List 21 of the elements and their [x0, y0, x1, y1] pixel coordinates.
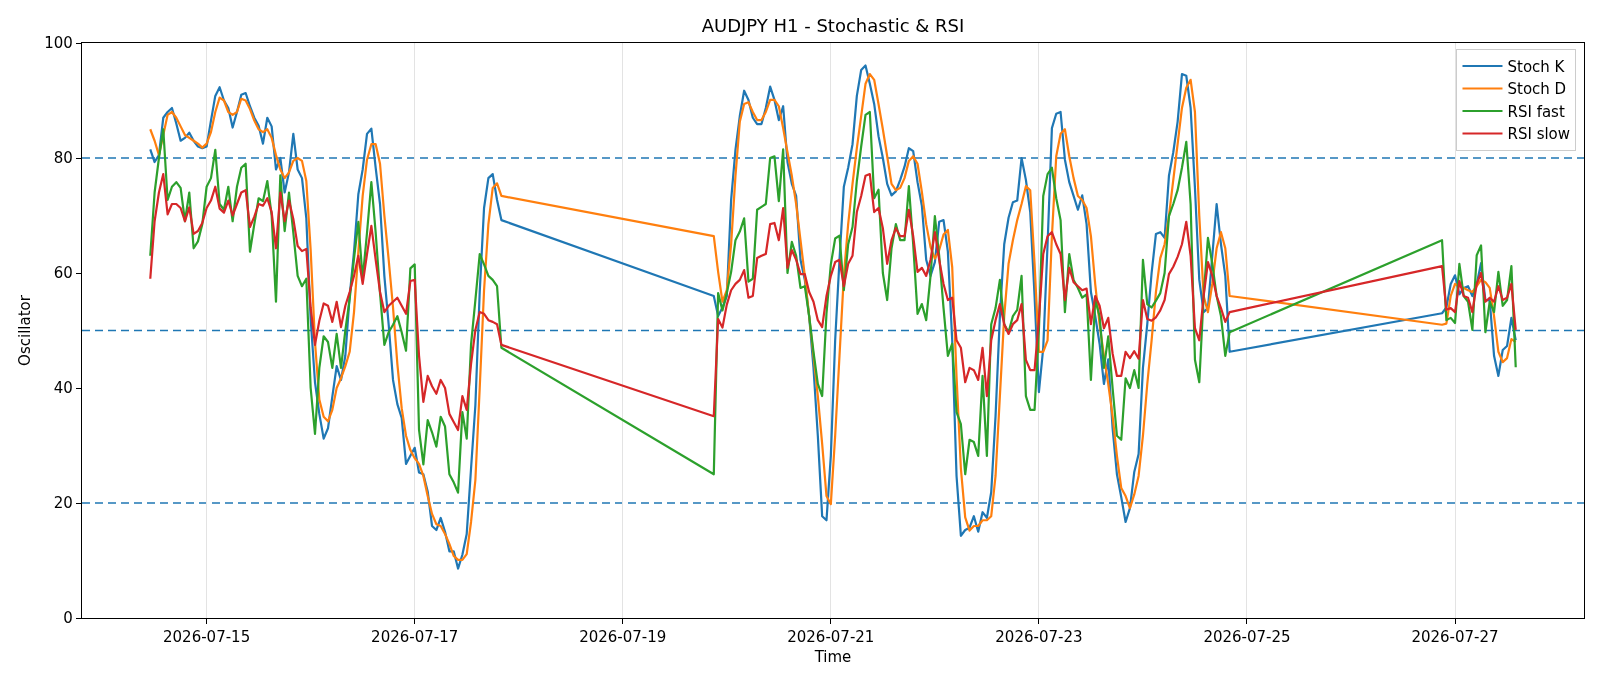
y-tick-label: 20 — [53, 494, 73, 513]
y-tick-label: 40 — [53, 379, 73, 398]
y-tick-label: 80 — [53, 149, 73, 168]
legend-label: RSI fast — [1507, 102, 1565, 121]
line-series — [149, 173, 1517, 432]
y-tick-label: 60 — [53, 264, 73, 283]
chart-title: AUDJPY H1 - Stochastic & RSI — [701, 15, 965, 37]
x-tick-label: 2026-07-25 — [1203, 628, 1291, 647]
y-tick-label: 100 — [44, 34, 73, 53]
x-tick-label: 2026-07-27 — [1411, 628, 1499, 647]
legend-label: Stoch D — [1507, 80, 1567, 99]
x-tick-label: 2026-07-21 — [787, 628, 875, 647]
x-tick-label: 2026-07-17 — [371, 628, 459, 647]
x-tick-label: 2026-07-19 — [579, 628, 667, 647]
y-axis-title: Oscillator — [15, 294, 34, 366]
legend-label: RSI slow — [1507, 125, 1571, 144]
x-tick-label: 2026-07-23 — [995, 628, 1083, 647]
x-tick-label: 2026-07-15 — [163, 628, 251, 647]
legend-label: Stoch K — [1507, 57, 1566, 76]
y-tick-label: 0 — [63, 609, 73, 628]
x-axis-title: Time — [813, 648, 852, 667]
